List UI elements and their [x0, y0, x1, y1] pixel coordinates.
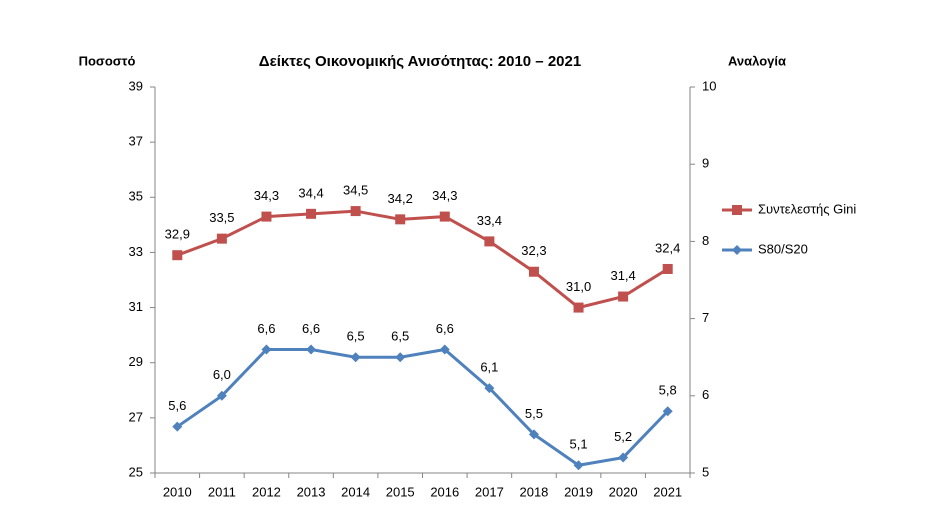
- point-marker: [306, 208, 317, 219]
- x-tick-label: 2012: [252, 484, 281, 499]
- x-tick-label: 2016: [430, 484, 459, 499]
- y-axis-label: Ποσοστό: [79, 53, 136, 68]
- x-tick-label: 2013: [297, 484, 326, 499]
- y2-tick-label: 5: [702, 464, 709, 479]
- series-line: [176, 209, 669, 310]
- x-tick-label: 2020: [609, 484, 638, 499]
- data-label: 6,1: [480, 360, 498, 375]
- data-label: 6,5: [391, 329, 409, 344]
- point-marker: [732, 245, 742, 255]
- point-marker: [439, 344, 450, 355]
- data-label: 5,5: [525, 406, 543, 421]
- point-marker: [662, 406, 673, 417]
- data-label: 6,6: [436, 321, 454, 336]
- point-marker: [439, 211, 450, 222]
- x-tick-label: 2017: [475, 484, 504, 499]
- data-label: 5,2: [614, 429, 632, 444]
- point-marker: [528, 266, 539, 277]
- point-marker: [662, 263, 673, 274]
- data-label: 6,6: [257, 321, 275, 336]
- chart-title: Δείκτες Οικονομικής Ανισότητας: 2010 – 2…: [259, 53, 581, 70]
- point-marker: [573, 460, 584, 471]
- x-tick-label: 2019: [564, 484, 593, 499]
- y-tick-label: 31: [129, 299, 143, 314]
- y2-tick-label: 7: [702, 310, 709, 325]
- point-marker: [216, 233, 227, 244]
- point-marker: [484, 383, 495, 394]
- data-label: 5,1: [570, 437, 588, 452]
- point-marker: [732, 205, 742, 215]
- data-label: 5,6: [168, 398, 186, 413]
- data-label: 6,0: [213, 367, 231, 382]
- data-label: 6,6: [302, 321, 320, 336]
- data-label: 34,2: [388, 191, 413, 206]
- y2-axis-label: Αναλογία: [728, 53, 786, 68]
- legend-label: Συντελεστής Gini: [758, 201, 856, 216]
- y-tick-label: 37: [129, 134, 143, 149]
- point-marker: [261, 344, 272, 355]
- y-tick-label: 39: [129, 78, 143, 93]
- point-marker: [573, 302, 584, 313]
- x-tick-label: 2011: [208, 484, 236, 499]
- x-tick-label: 2018: [519, 484, 548, 499]
- point-marker: [528, 429, 539, 440]
- series-line: [176, 347, 669, 467]
- point-marker: [618, 452, 629, 463]
- data-label: 6,5: [347, 329, 365, 344]
- data-label: 34,5: [343, 183, 368, 198]
- point-marker: [395, 352, 406, 363]
- point-marker: [350, 206, 361, 217]
- point-marker: [484, 236, 495, 247]
- y-tick-label: 29: [129, 354, 143, 369]
- y-tick-label: 25: [129, 464, 143, 479]
- data-label: 34,4: [298, 185, 323, 200]
- point-marker: [261, 211, 272, 222]
- y-tick-label: 35: [129, 189, 143, 204]
- y2-tick-label: 10: [702, 78, 716, 93]
- y2-tick-label: 8: [702, 233, 709, 248]
- point-marker: [395, 214, 406, 225]
- data-label: 31,4: [610, 268, 635, 283]
- data-label: 32,4: [655, 240, 680, 255]
- data-label: 5,8: [659, 383, 677, 398]
- y-tick-label: 33: [129, 244, 143, 259]
- x-tick-label: 2010: [163, 484, 192, 499]
- point-marker: [618, 291, 629, 302]
- point-marker: [350, 352, 361, 363]
- point-marker: [306, 344, 317, 355]
- point-marker: [172, 421, 183, 432]
- data-label: 32,9: [165, 227, 190, 242]
- y2-tick-label: 6: [702, 387, 709, 402]
- y2-tick-label: 9: [702, 156, 709, 171]
- x-tick-label: 2014: [341, 484, 370, 499]
- x-tick-label: 2021: [653, 484, 682, 499]
- data-label: 33,5: [209, 210, 234, 225]
- data-label: 32,3: [521, 243, 546, 258]
- data-label: 34,3: [432, 188, 457, 203]
- y-tick-label: 27: [129, 409, 143, 424]
- point-marker: [172, 250, 183, 261]
- legend-label: S80/S20: [758, 241, 808, 256]
- data-label: 31,0: [566, 279, 591, 294]
- x-tick-label: 2015: [386, 484, 415, 499]
- data-label: 33,4: [477, 213, 502, 228]
- data-label: 34,3: [254, 188, 279, 203]
- point-marker: [216, 390, 227, 401]
